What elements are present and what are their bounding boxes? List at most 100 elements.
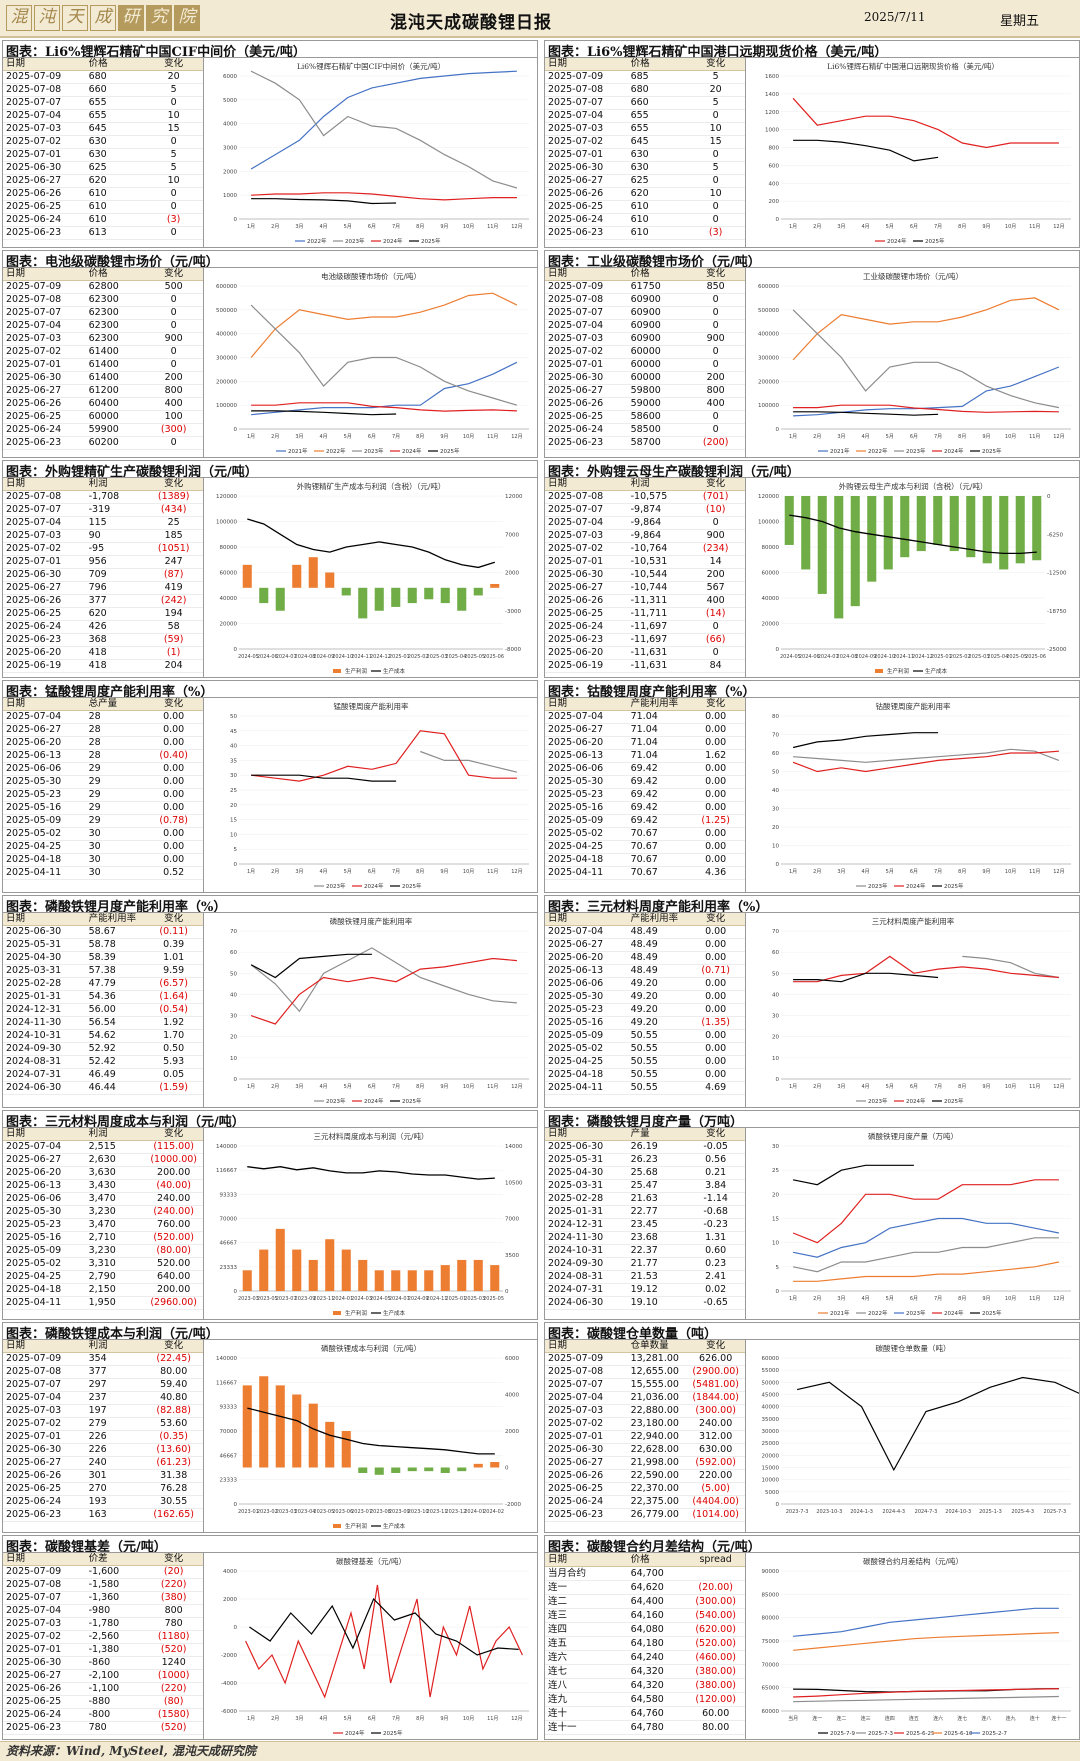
table-cell: (20) <box>163 1566 184 1577</box>
x-tick-label: 2024-06 <box>257 654 278 660</box>
table-cell: (5.00) <box>701 1483 730 1494</box>
table-cell: (3) <box>708 227 723 238</box>
table-cell: 2025-06-23 <box>6 634 62 645</box>
y-tick-label: 60000 <box>762 1356 780 1362</box>
legend-label: 2024年 <box>383 237 403 245</box>
table-cell: 0 <box>712 175 719 186</box>
table-cell: 620 <box>630 188 649 199</box>
profit-bar <box>341 1431 351 1468</box>
table-cell: 3,430 <box>88 1180 116 1191</box>
profit-bar <box>900 496 910 558</box>
table-cell: 0.00 <box>705 1004 727 1015</box>
table-cell: 194 <box>164 608 183 619</box>
panel-title: 图表：Li6%锂辉石精矿中国港口远期现货价格（美元/吨） <box>545 41 1079 58</box>
table-row: 2025-07-01 22,940.00 312.00 <box>545 1431 745 1444</box>
legend-label: 2023年 <box>364 447 384 455</box>
table-cell: 780 <box>88 1722 107 1733</box>
x-tick-label: 2024-01 <box>332 1296 353 1302</box>
table-cell: 2025-06-24 <box>6 424 62 435</box>
table-cell: 2025-05-16 <box>548 802 604 813</box>
table-row: 2025-07-02 61400 0 <box>3 346 203 359</box>
y-tick-label: 30 <box>772 807 779 813</box>
table-cell: 2025-06-27 <box>6 724 62 735</box>
x-tick-label: 8月 <box>958 224 966 230</box>
table-cell: 2025-07-07 <box>548 97 604 108</box>
table-cell: 2025-06-06 <box>6 763 62 774</box>
table-row: 2025-07-02 630 0 <box>3 136 203 149</box>
table-row: 2025-07-09 13,281.00 626.00 <box>545 1353 745 1366</box>
data-table: 日期 价格 变化 2025-07-09 680 20 2025-07-08 660 5 2025-… <box>3 58 204 247</box>
table-row: 2025-07-03 62300 900 <box>3 333 203 346</box>
table-row: 2025-04-11 70.67 4.36 <box>545 867 745 880</box>
table-cell: 19.10 <box>630 1297 658 1308</box>
table-cell: 377 <box>88 1366 107 1377</box>
table-row: 2025-07-08 660 5 <box>3 84 203 97</box>
table-cell: 0.00 <box>705 737 727 748</box>
chart-panel: 图表：锰酸锂周度产能利用率（%） 日期 总产量 变化 2025-07-04 28 0.00 2… <box>2 680 538 893</box>
table-row: 2025-04-25 70.67 0.00 <box>545 841 745 854</box>
x-tick-label: 5月 <box>886 1296 894 1302</box>
column-header: spread <box>699 1554 732 1565</box>
table-cell: 69.42 <box>630 815 658 826</box>
table-cell: 2025-07-01 <box>548 359 604 370</box>
table-cell: (520.00) <box>153 1232 194 1243</box>
legend-label: 生产成本 <box>383 1522 406 1530</box>
table-row: 2025-06-24 193 30.55 <box>3 1496 203 1509</box>
table-cell: 64,240 <box>630 1652 664 1663</box>
panel-title: 图表：外购锂云母生产碳酸锂利润（元/吨） <box>545 461 1079 478</box>
profit-bar <box>259 1376 269 1468</box>
x-tick-label: 6月 <box>910 224 918 230</box>
table-cell: (1) <box>166 647 181 658</box>
table-cell: 2025-06-06 <box>6 1193 62 1204</box>
table-header: 日期 利润 变化 <box>545 478 745 491</box>
x-tick-label: 4月 <box>319 1084 327 1090</box>
y2-tick-label: 7000 <box>505 1217 519 1223</box>
table-cell: 2025-07-07 <box>6 1379 62 1390</box>
panel-title: 图表：磷酸铁锂成本与利润（元/吨） <box>3 1323 537 1340</box>
legend-label: 2025-2-7 <box>982 1731 1007 1737</box>
table-cell: 2025-06-26 <box>548 595 604 606</box>
column-header: 变化 <box>164 58 184 69</box>
table-cell: 60900 <box>630 307 661 318</box>
table-cell: 2025-05-09 <box>6 1245 62 1256</box>
table-cell: 418 <box>88 647 107 658</box>
legend-label: 2025年 <box>944 1097 964 1105</box>
table-cell: 60900 <box>630 294 661 305</box>
table-cell: 0.00 <box>705 828 727 839</box>
table-cell: 连九 <box>548 1694 568 1705</box>
x-tick-label: 2025-06 <box>483 654 504 660</box>
table-cell: 71.04 <box>630 711 658 722</box>
x-tick-label: 2024-1-3 <box>850 1509 873 1515</box>
table-cell: 0.56 <box>705 1154 727 1165</box>
table-cell: 2025-06-06 <box>548 978 604 989</box>
y2-tick-label: -8000 <box>505 647 521 653</box>
table-cell: 0.00 <box>705 724 727 735</box>
y2-tick-label: 0 <box>505 1289 509 1295</box>
x-tick-label: 12月 <box>1053 434 1064 440</box>
table-cell: 1.70 <box>163 1030 185 1041</box>
table-cell: 2025-07-08 <box>6 294 62 305</box>
x-tick-label: 12月 <box>511 869 522 875</box>
table-cell: 193 <box>88 1496 107 1507</box>
x-tick-label: 4月 <box>319 869 327 875</box>
column-header: 日期 <box>548 913 568 924</box>
x-tick-label: 2月 <box>813 1084 821 1090</box>
table-cell: 2025-07-03 <box>548 530 604 541</box>
table-cell: 71.04 <box>630 750 658 761</box>
table-cell: 48.49 <box>630 939 658 950</box>
x-tick-label: 10月 <box>463 1716 474 1722</box>
column-header: 变化 <box>164 913 184 924</box>
x-tick-label: 4月 <box>861 1084 869 1090</box>
table-row: 2025-07-07 -1,360 (380) <box>3 1592 203 1605</box>
x-tick-label: 2023-04 <box>295 1509 316 1515</box>
series-line <box>251 410 397 416</box>
table-cell: 0.00 <box>705 939 727 950</box>
table-cell: 30 <box>88 828 101 839</box>
profit-bar <box>275 1385 285 1468</box>
table-cell: 29 <box>88 776 101 787</box>
panel-title: 图表：碳酸锂仓单数量（吨） <box>545 1323 1079 1340</box>
table-cell: 2025-07-03 <box>6 1618 62 1629</box>
x-tick-label: 3月 <box>295 869 303 875</box>
table-cell: 2025-07-03 <box>548 333 604 344</box>
